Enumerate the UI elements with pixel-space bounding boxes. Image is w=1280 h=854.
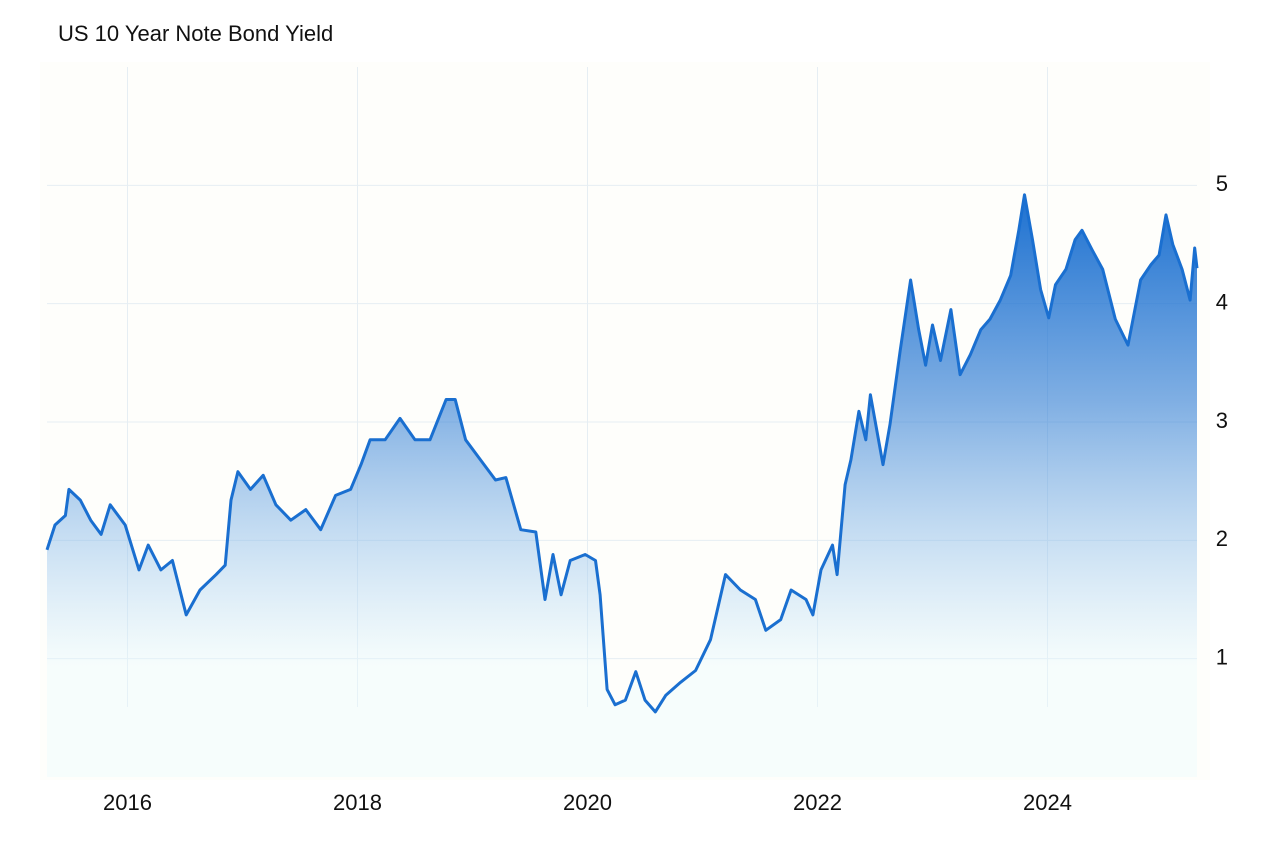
line — [45, 193, 1199, 714]
y-tick-label: 3 — [1216, 408, 1228, 433]
x-tick-label: 2016 — [103, 790, 152, 815]
y-tick-label: 4 — [1216, 289, 1228, 314]
x-tick-label: 2024 — [1023, 790, 1072, 815]
y-tick-label: 5 — [1216, 171, 1228, 196]
chart-title: US 10 Year Note Bond Yield — [58, 21, 333, 46]
x-tick-label: 2022 — [793, 790, 842, 815]
y-tick-label: 1 — [1216, 644, 1228, 669]
area — [47, 194, 1197, 778]
x-tick-label: 2018 — [333, 790, 382, 815]
y-tick-label: 2 — [1216, 526, 1228, 551]
x-tick-label: 2020 — [563, 790, 612, 815]
plot: 2016 2018 2020 2022 2024 1 2 3 4 5 — [45, 67, 1228, 815]
